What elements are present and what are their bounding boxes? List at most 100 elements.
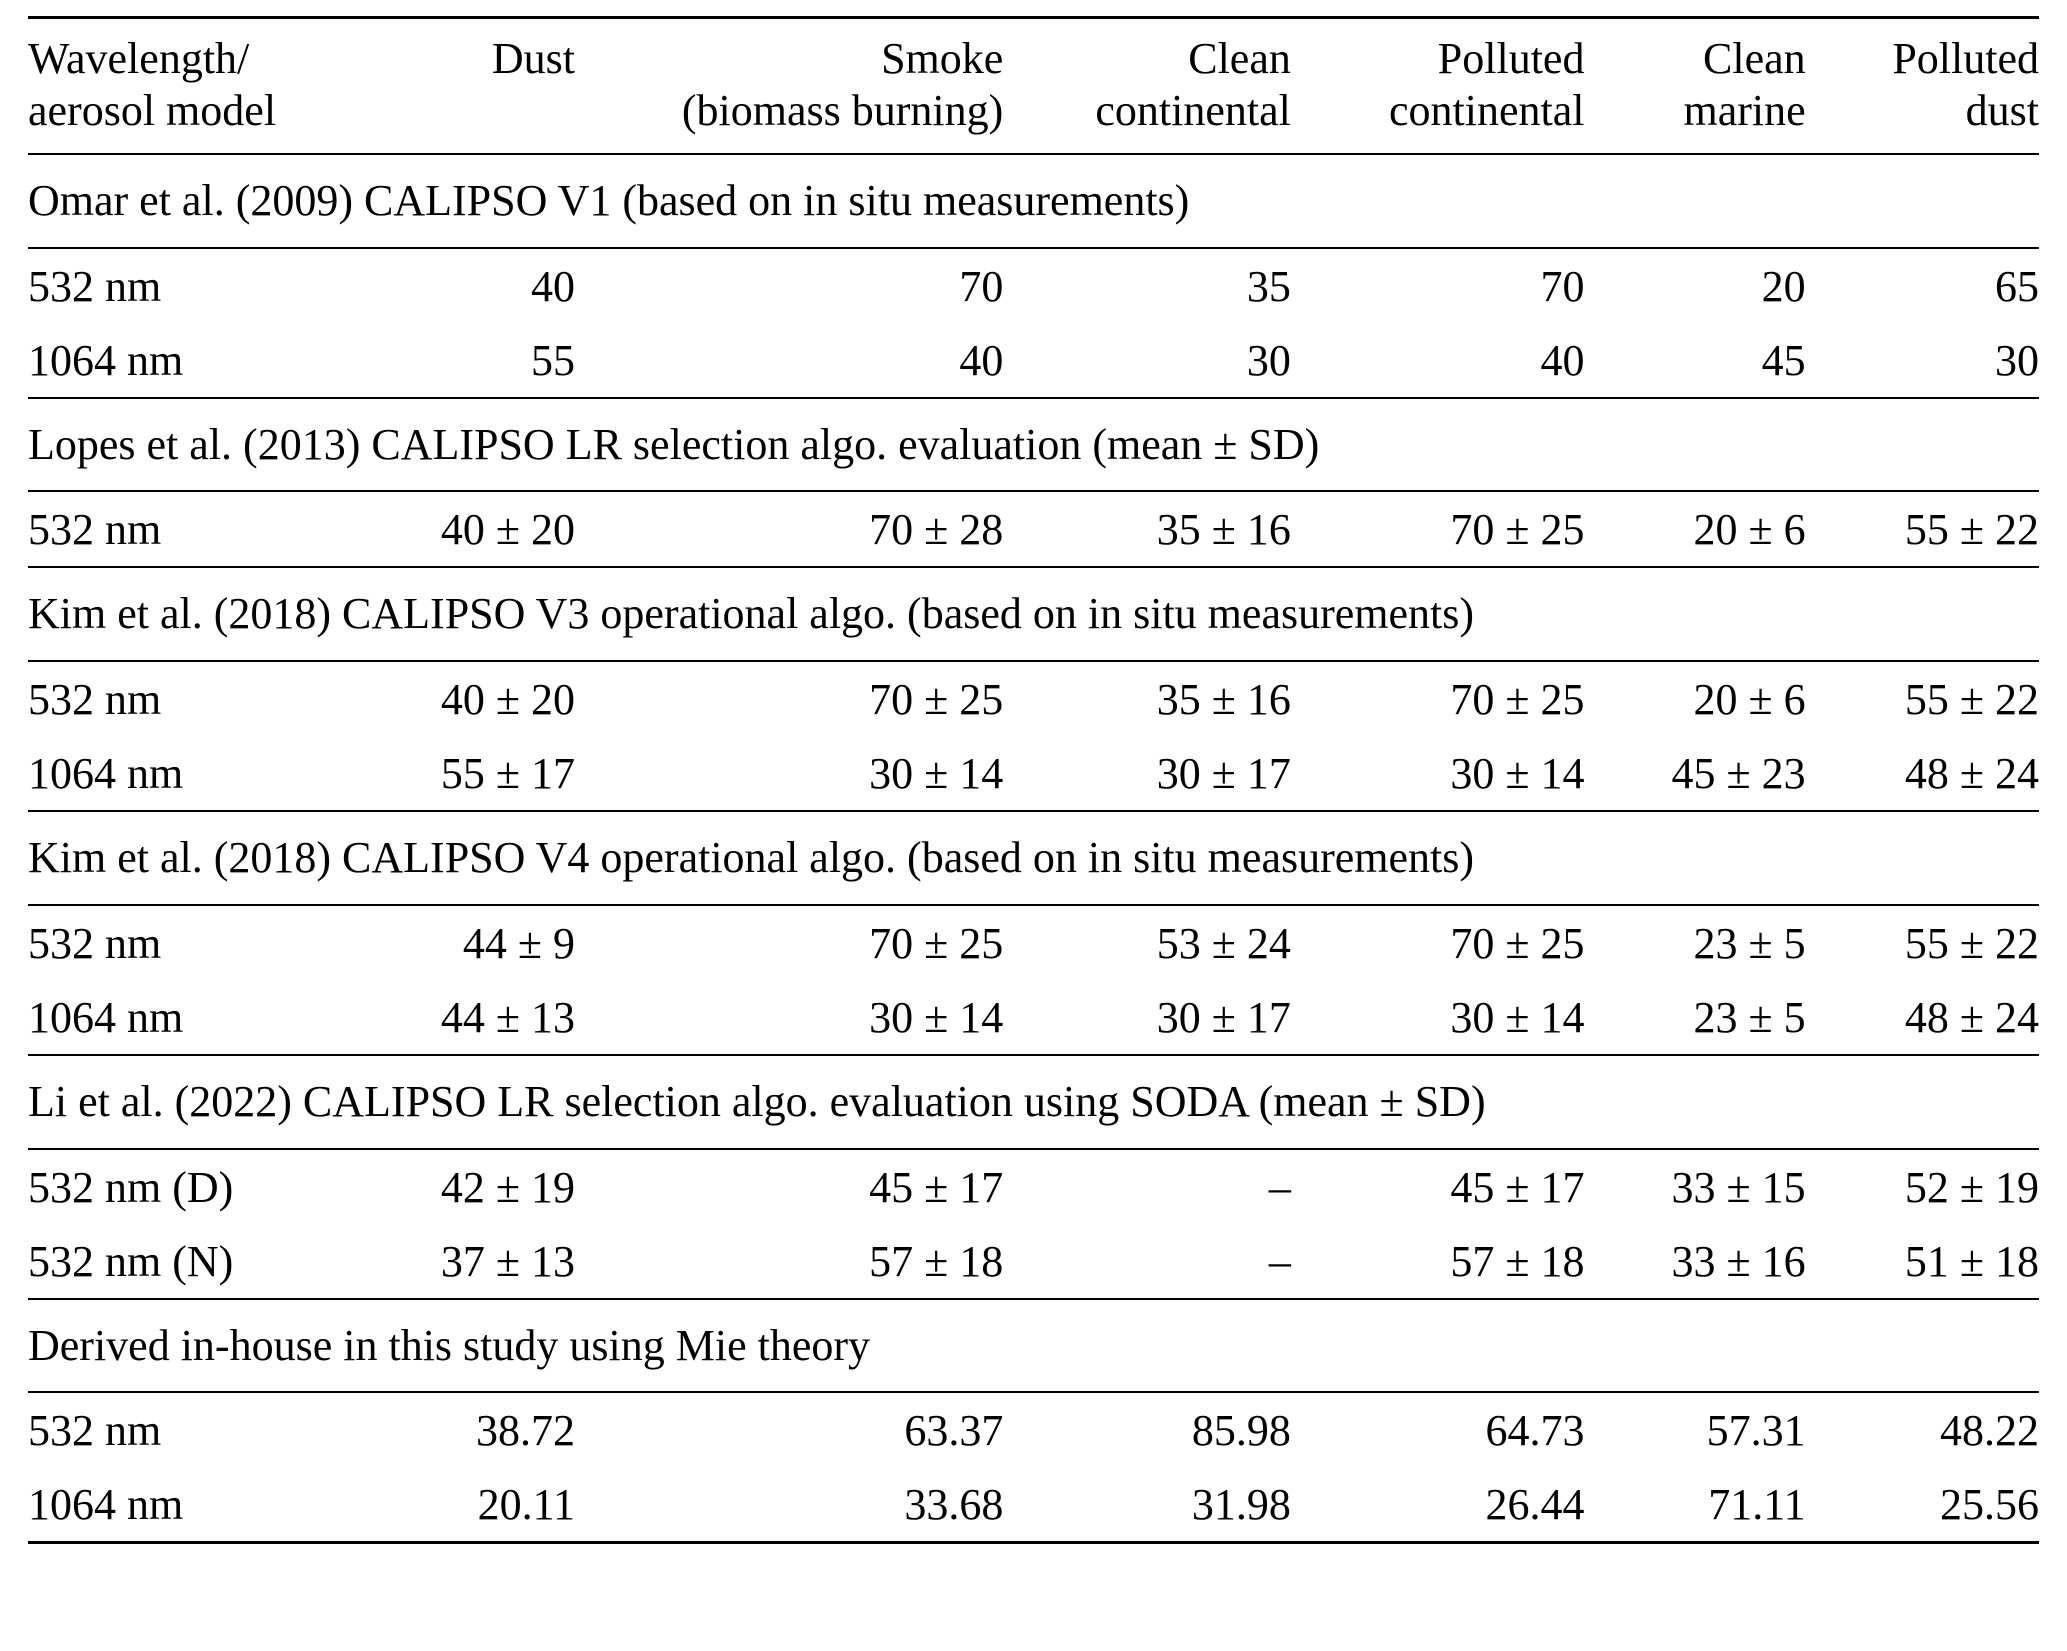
- table-cell: 30 ± 14: [1450, 992, 1585, 1042]
- section-title: Omar et al. (2009) CALIPSO V1 (based on …: [28, 175, 1190, 225]
- table-cell: 30: [1995, 335, 2039, 385]
- table-cell: 23 ± 5: [1693, 918, 1806, 968]
- section-title: Kim et al. (2018) CALIPSO V3 operational…: [28, 589, 1475, 639]
- table-cell: 70: [1540, 261, 1585, 311]
- table-cell: 42 ± 19: [440, 1162, 575, 1212]
- table-cell: 45 ± 23: [1671, 749, 1806, 799]
- table-cell: 44 ± 9: [462, 918, 575, 968]
- table-row: 532 nm 44 ± 9 70 ± 25 53 ± 24 70 ± 25 23 ± 5 5…: [28, 905, 2039, 980]
- table-cell: 20 ± 6: [1693, 505, 1806, 555]
- table-cell: 55 ± 22: [1904, 505, 2039, 555]
- table-cell: 85.98: [1191, 1406, 1291, 1456]
- table-cell: 70 ± 25: [1450, 505, 1585, 555]
- table-cell: 40: [530, 261, 575, 311]
- table-cell: 70 ± 25: [869, 675, 1004, 725]
- section-title-row: Li et al. (2022) CALIPSO LR selection al…: [28, 1054, 2039, 1149]
- table-cell: 30 ± 17: [1156, 992, 1291, 1042]
- table-row: 1064 nm 55 40 30 40 45 30: [28, 323, 2039, 398]
- table-row: 1064 nm 55 ± 17 30 ± 14 30 ± 17 30 ± 14 45 ± …: [28, 736, 2039, 811]
- table-cell: 30 ± 17: [1156, 749, 1291, 799]
- row-label: 1064 nm: [28, 992, 184, 1042]
- table-row: 1064 nm 20.11 33.68 31.98 26.44 71.11 25.56: [28, 1467, 2039, 1542]
- table-cell: 40 ± 20: [440, 505, 575, 555]
- section-title-row: Lopes et al. (2013) CALIPSO LR selection…: [28, 397, 2039, 492]
- table-cell: 65: [1995, 261, 2039, 311]
- column-header: Clean marine: [1683, 34, 1806, 135]
- table-cell: 52 ± 19: [1904, 1162, 2039, 1212]
- table-cell: 63.37: [904, 1406, 1004, 1456]
- table-cell: 20.11: [477, 1480, 575, 1530]
- table-cell: 45: [1761, 335, 1806, 385]
- table-cell: –: [1268, 1236, 1291, 1286]
- table-row: 532 nm 38.72 63.37 85.98 64.73 57.31 48.22: [28, 1392, 2039, 1467]
- table-cell: 23 ± 5: [1693, 992, 1806, 1042]
- row-label: 532 nm (N): [28, 1236, 234, 1286]
- table-cell: 70 ± 25: [1450, 675, 1585, 725]
- section-title: Kim et al. (2018) CALIPSO V4 operational…: [28, 833, 1475, 883]
- table-cell: 55 ± 17: [440, 749, 575, 799]
- table-cell: 26.44: [1485, 1480, 1585, 1530]
- row-label: 532 nm: [28, 261, 162, 311]
- table-cell: 55 ± 22: [1904, 918, 2039, 968]
- table-cell: 31.98: [1191, 1480, 1291, 1530]
- table-cell: 70 ± 25: [1450, 918, 1585, 968]
- table-cell: 57 ± 18: [869, 1236, 1004, 1286]
- table-cell: 35 ± 16: [1156, 675, 1291, 725]
- table-cell: –: [1268, 1162, 1291, 1212]
- table-cell: 33 ± 16: [1671, 1236, 1806, 1286]
- table-header-row: Wavelength/ aerosol model Dust Smoke (biom…: [28, 17, 2039, 154]
- section-title-row: Kim et al. (2018) CALIPSO V3 operational…: [28, 567, 2039, 662]
- row-label: 532 nm: [28, 505, 162, 555]
- table-cell: 30: [1246, 335, 1291, 385]
- table-cell: 45 ± 17: [1450, 1162, 1585, 1212]
- table-cell: 70: [959, 261, 1004, 311]
- table-cell: 71.11: [1708, 1480, 1806, 1530]
- table-cell: 33 ± 15: [1671, 1162, 1806, 1212]
- row-label: 1064 nm: [28, 1480, 184, 1530]
- table-row: 1064 nm 44 ± 13 30 ± 14 30 ± 17 30 ± 14 23 ± …: [28, 980, 2039, 1055]
- table-cell: 20: [1761, 261, 1806, 311]
- table-cell: 35 ± 16: [1156, 505, 1291, 555]
- table-header: Wavelength/ aerosol model Dust Smoke (biom…: [28, 17, 2039, 154]
- row-label: 532 nm: [28, 675, 162, 725]
- table-cell: 45 ± 17: [869, 1162, 1004, 1212]
- table-cell: 25.56: [1940, 1480, 2039, 1530]
- table-body: Omar et al. (2009) CALIPSO V1 (based on …: [28, 153, 2039, 1543]
- section-title-row: Kim et al. (2018) CALIPSO V4 operational…: [28, 811, 2039, 905]
- table-cell: 30 ± 14: [869, 749, 1004, 799]
- column-header: Clean continental: [1095, 34, 1291, 135]
- column-header: Smoke (biomass burning): [681, 34, 1004, 135]
- table-cell: 40: [1540, 335, 1585, 385]
- table-cell: 55 ± 22: [1904, 675, 2039, 725]
- table-cell: 35: [1246, 261, 1291, 311]
- section-title-row: Omar et al. (2009) CALIPSO V1 (based on …: [28, 153, 2039, 248]
- table-cell: 57.31: [1706, 1406, 1806, 1456]
- table-row: 532 nm 40 ± 20 70 ± 25 35 ± 16 70 ± 25 20 ± 6…: [28, 661, 2039, 736]
- row-label: 1064 nm: [28, 749, 184, 799]
- section-title: Li et al. (2022) CALIPSO LR selection al…: [28, 1076, 1486, 1126]
- table-row: 532 nm 40 70 35 70 20 65: [28, 248, 2039, 323]
- table-cell: 48 ± 24: [1904, 749, 2039, 799]
- column-header: Polluted continental: [1388, 34, 1585, 135]
- table-cell: 48.22: [1940, 1406, 2039, 1456]
- table-cell: 33.68: [904, 1480, 1004, 1530]
- table-cell: 55: [530, 335, 575, 385]
- section-title: Derived in-house in this study using Mie…: [28, 1320, 871, 1370]
- table-cell: 20 ± 6: [1693, 675, 1806, 725]
- table-cell: 40 ± 20: [440, 675, 575, 725]
- table-cell: 30 ± 14: [1450, 749, 1585, 799]
- table-cell: 38.72: [475, 1406, 575, 1456]
- table-cell: 48 ± 24: [1904, 992, 2039, 1042]
- table-row: 532 nm (N) 37 ± 13 57 ± 18 – 57 ± 18 33 ± 16 5…: [28, 1224, 2039, 1299]
- section-title-row: Derived in-house in this study using Mie…: [28, 1298, 2039, 1393]
- column-header: Dust: [491, 34, 575, 83]
- table-cell: 37 ± 13: [440, 1236, 575, 1286]
- table-row: 532 nm 40 ± 20 70 ± 28 35 ± 16 70 ± 25 20 ± 6…: [28, 491, 2039, 567]
- row-label: 532 nm: [28, 918, 162, 968]
- table-cell: 44 ± 13: [440, 992, 575, 1042]
- row-label: 532 nm (D): [28, 1162, 234, 1212]
- row-label: 1064 nm: [28, 335, 184, 385]
- table-cell: 40: [959, 335, 1004, 385]
- table-cell: 70 ± 28: [869, 505, 1004, 555]
- table-cell: 30 ± 14: [869, 992, 1004, 1042]
